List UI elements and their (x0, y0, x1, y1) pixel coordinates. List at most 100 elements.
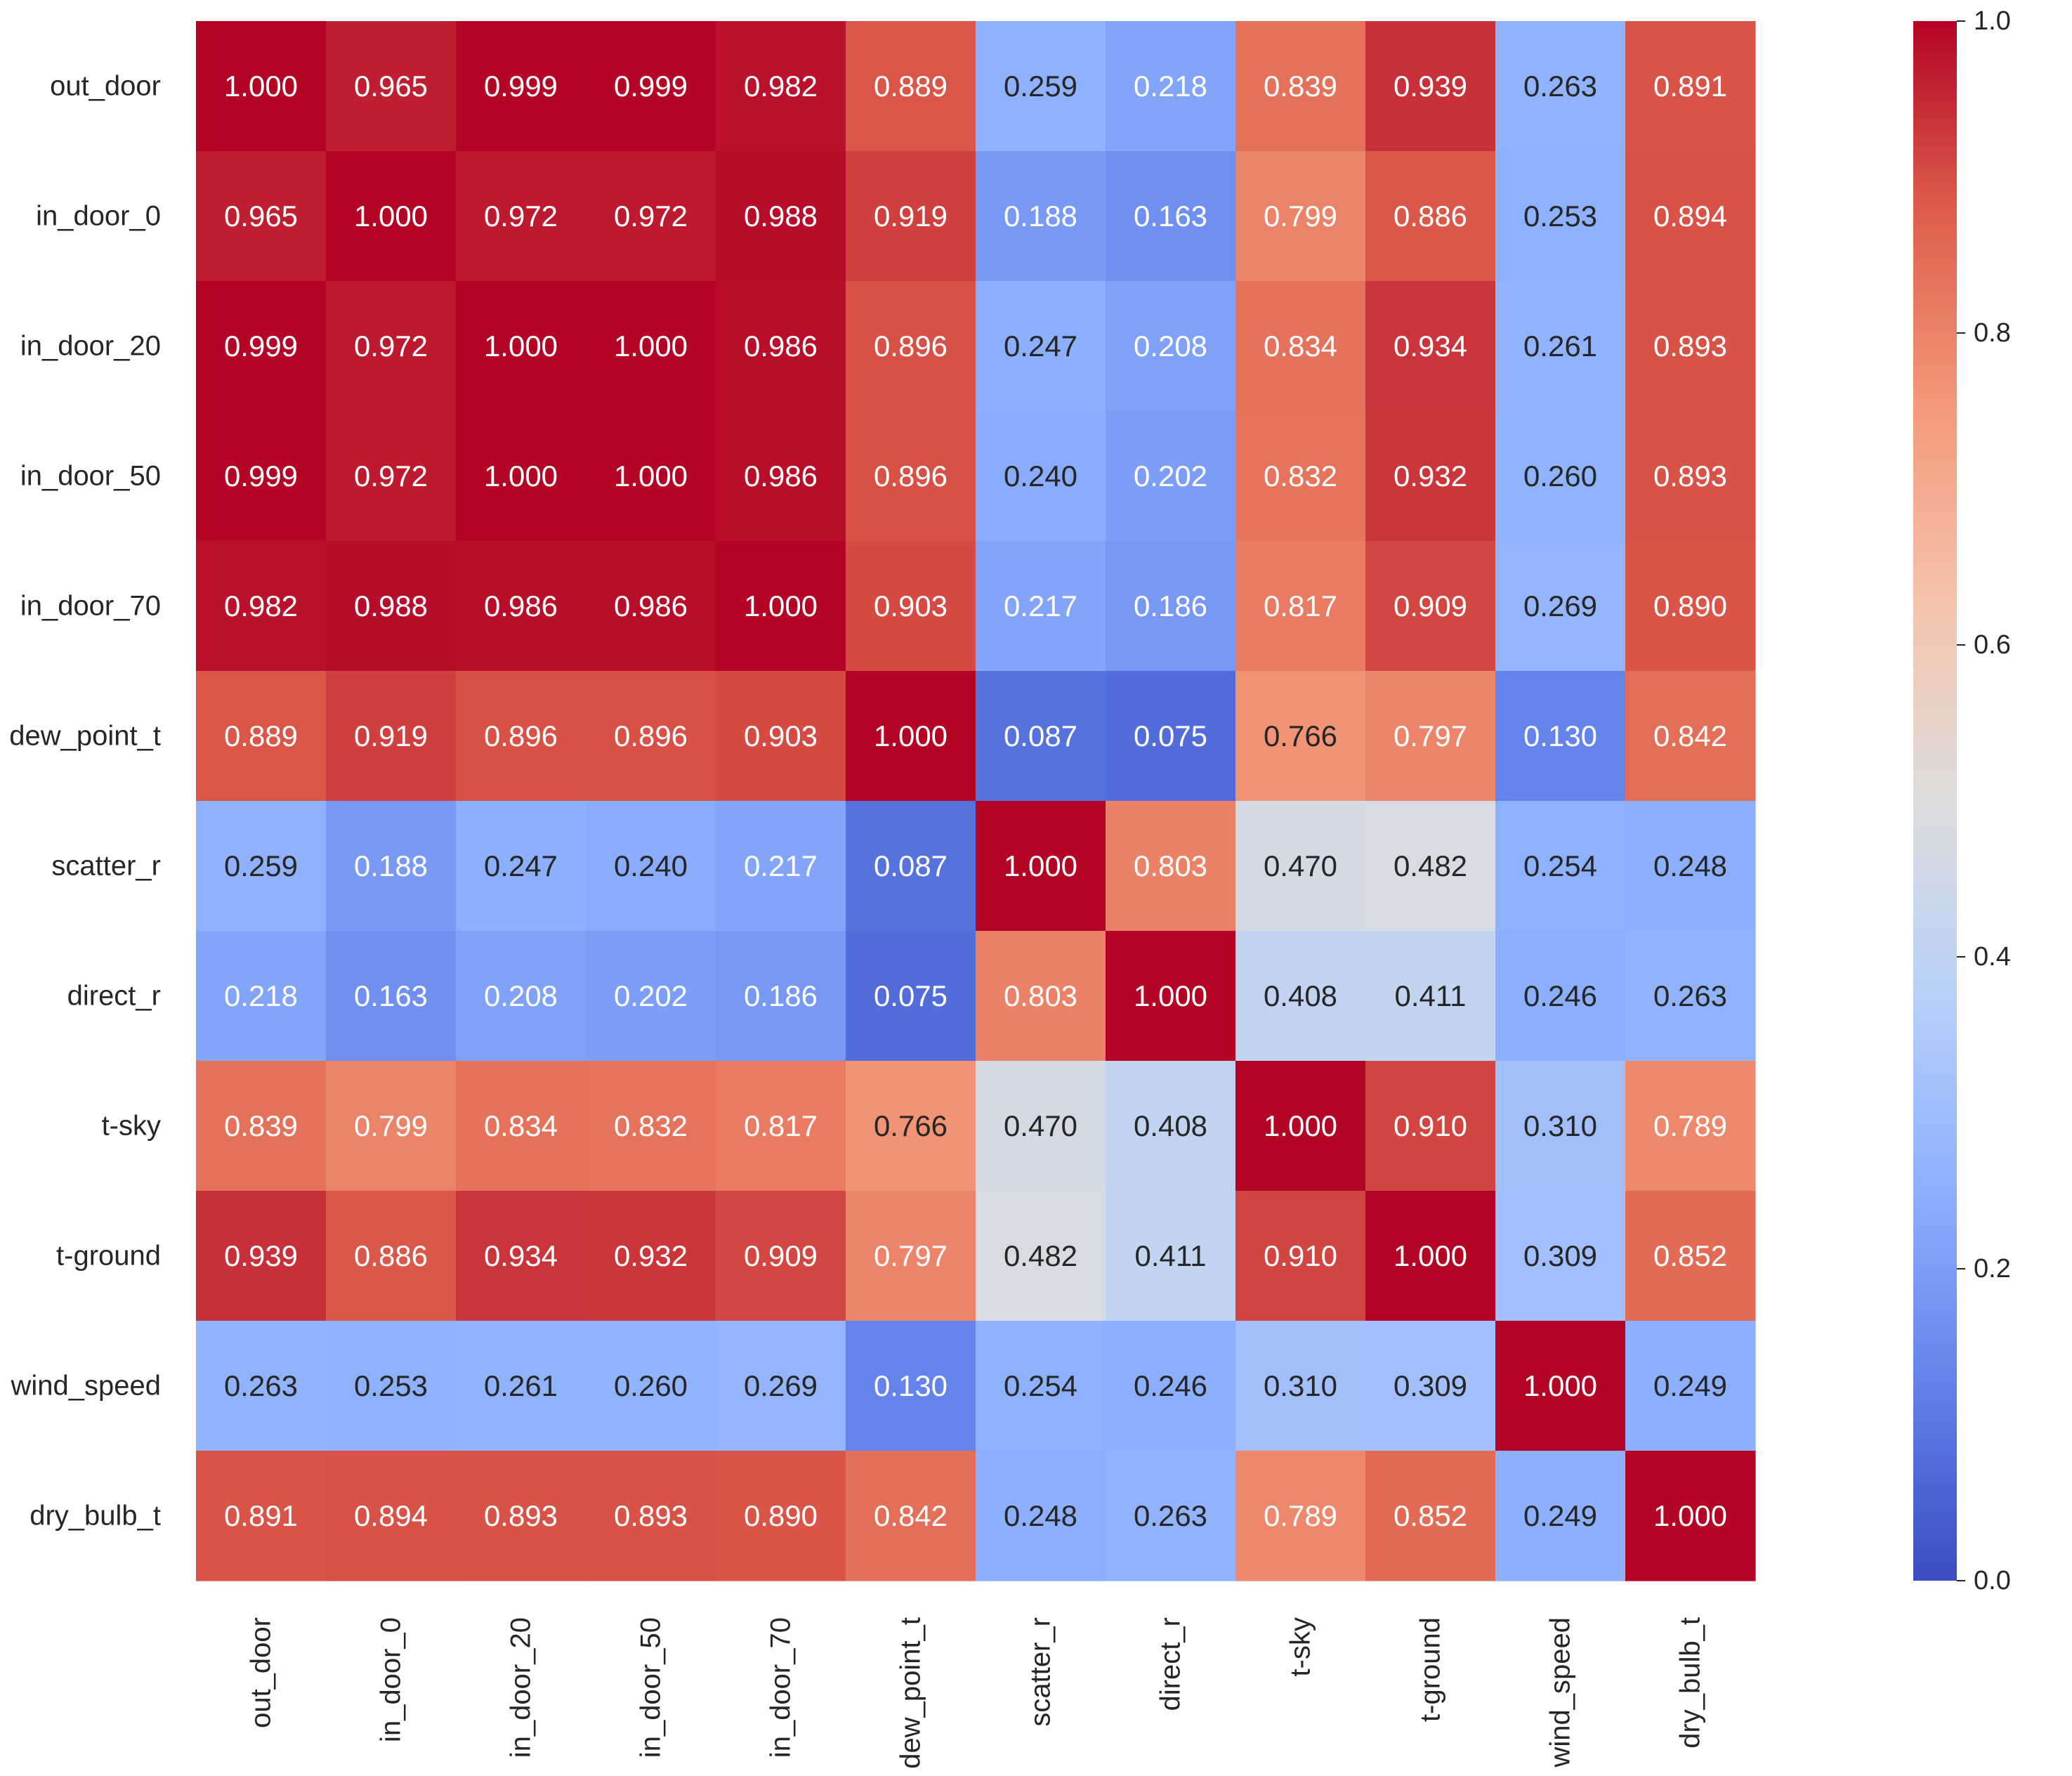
heatmap-cell-dew-point-t-direct-r (1106, 671, 1236, 802)
cell-value-label: 1.000 (1264, 1109, 1337, 1142)
heatmap-cell-out-door-scatter-r (976, 21, 1106, 152)
heatmap-cell-scatter-r-in-door-0 (326, 801, 457, 932)
heatmap-cell-in-door-50-out-door (196, 411, 327, 542)
heatmap-cell-t-sky-dew-point-t (846, 1061, 976, 1191)
heatmap-cell-wind-speed-t-sky (1235, 1321, 1366, 1451)
cell-value-label: 0.470 (1004, 1109, 1077, 1142)
cell-value-label: 0.087 (874, 849, 948, 882)
x-axis-tick-labels: out_door in_door_0 in_door_20 in_door_50 in_… (246, 1617, 1706, 1769)
heatmap-cell-dew-point-t-in-door-50 (586, 671, 716, 802)
heatmap-cell-scatter-r-out-door (196, 801, 327, 932)
cell-value-label: 1.000 (484, 459, 558, 492)
cell-value-label: 0.246 (1523, 979, 1597, 1012)
heatmap-cell-dry-bulb-t-in-door-0 (326, 1451, 457, 1581)
heatmap-cell-t-ground-wind-speed (1495, 1191, 1626, 1321)
cell-value-label: 0.259 (1004, 70, 1077, 103)
heatmap-cell-t-sky-t-ground (1365, 1061, 1496, 1191)
heatmap-cell-in-door-0-dew-point-t (846, 151, 976, 282)
cell-value-label: 0.075 (1134, 719, 1207, 752)
heatmap-cell-t-ground-dry-bulb-t (1625, 1191, 1756, 1321)
heatmap-cell-direct-r-t-ground (1365, 931, 1496, 1062)
colorbar-ticks: 0.0 0.2 0.4 0.6 0.8 1.0 (1957, 6, 2011, 1595)
heatmap-cell-wind-speed-out-door (196, 1321, 327, 1451)
heatmap-cell-wind-speed-scatter-r (976, 1321, 1106, 1451)
cell-value-label: 0.263 (1653, 979, 1727, 1012)
cell-value-label: 0.261 (484, 1369, 558, 1402)
heatmap-cell-dry-bulb-t-in-door-70 (716, 1451, 846, 1581)
cell-value-label: 0.982 (744, 70, 818, 103)
heatmap-cell-direct-r-scatter-r (976, 931, 1106, 1062)
heatmap-cell-in-door-70-t-ground (1365, 541, 1496, 672)
x-tick-label: direct_r (1155, 1617, 1186, 1711)
cell-value-label: 0.797 (1394, 719, 1467, 752)
heatmap-cell-in-door-20-wind-speed (1495, 281, 1626, 412)
cell-value-label: 0.799 (354, 1109, 428, 1142)
heatmap-cell-in-door-70-in-door-50 (586, 541, 716, 672)
heatmap-cell-out-door-dew-point-t (846, 21, 976, 152)
cell-value-label: 0.986 (744, 459, 818, 492)
cell-value-label: 0.817 (744, 1109, 818, 1142)
cell-value-label: 0.919 (354, 719, 428, 752)
heatmap-cell-dew-point-t-in-door-20 (456, 671, 586, 802)
heatmap-cell-dry-bulb-t-scatter-r (976, 1451, 1106, 1581)
cell-value-label: 1.000 (224, 70, 298, 103)
cell-value-label: 0.799 (1264, 200, 1337, 233)
heatmap-cell-labels: 1.000 0.965 0.999 0.999 0.982 0.889 0.259 0.218… (224, 70, 1727, 1532)
cell-value-label: 0.248 (1004, 1499, 1077, 1532)
cell-value-label: 1.000 (354, 200, 428, 233)
heatmap-cell-out-door-in-door-20 (456, 21, 586, 152)
cell-value-label: 0.263 (224, 1369, 298, 1402)
heatmap-cell-t-ground-in-door-0 (326, 1191, 457, 1321)
heatmap-cell-in-door-70-direct-r (1106, 541, 1236, 672)
heatmap-cell-scatter-r-wind-speed (1495, 801, 1626, 932)
cell-value-label: 0.832 (614, 1109, 688, 1142)
cell-value-label: 0.309 (1523, 1239, 1597, 1272)
heatmap-cell-scatter-r-t-ground (1365, 801, 1496, 932)
cell-value-label: 0.470 (1264, 849, 1337, 882)
heatmap-cell-wind-speed-in-door-0 (326, 1321, 457, 1451)
cell-value-label: 0.894 (1653, 200, 1727, 233)
heatmap-cell-in-door-0-t-sky (1235, 151, 1366, 282)
x-tick-label: in_door_50 (636, 1617, 667, 1758)
cell-value-label: 0.999 (224, 459, 298, 492)
x-tick-label: t-sky (1285, 1617, 1316, 1676)
heatmap-cell-in-door-0-in-door-0 (326, 151, 457, 282)
heatmap-cell-scatter-r-t-sky (1235, 801, 1366, 932)
cell-value-label: 0.263 (1134, 1499, 1207, 1532)
heatmap-cell-t-ground-in-door-70 (716, 1191, 846, 1321)
cell-value-label: 0.972 (354, 459, 428, 492)
heatmap-cell-out-door-in-door-0 (326, 21, 457, 152)
heatmap-cell-in-door-50-dry-bulb-t (1625, 411, 1756, 542)
x-tick-label: out_door (246, 1617, 277, 1728)
cell-value-label: 0.249 (1523, 1499, 1597, 1532)
cell-value-label: 0.909 (744, 1239, 818, 1272)
heatmap-cell-dew-point-t-scatter-r (976, 671, 1106, 802)
heatmap-cell-out-door-t-sky (1235, 21, 1366, 152)
heatmap-cell-wind-speed-in-door-70 (716, 1321, 846, 1451)
cell-value-label: 0.803 (1004, 979, 1077, 1012)
cell-value-label: 0.934 (484, 1239, 558, 1272)
heatmap-cell-in-door-20-direct-r (1106, 281, 1236, 412)
heatmap-cell-t-sky-in-door-50 (586, 1061, 716, 1191)
cell-value-label: 0.932 (614, 1239, 688, 1272)
heatmap-cell-direct-r-in-door-70 (716, 931, 846, 1062)
y-tick-label: in_door_0 (36, 201, 161, 232)
heatmap-cell-in-door-70-in-door-70 (716, 541, 846, 672)
cell-value-label: 0.832 (1264, 459, 1337, 492)
heatmap-cell-t-sky-wind-speed (1495, 1061, 1626, 1191)
cell-value-label: 0.890 (1653, 589, 1727, 622)
heatmap-cell-t-ground-dew-point-t (846, 1191, 976, 1321)
heatmap-cell-in-door-50-t-ground (1365, 411, 1496, 542)
cell-value-label: 0.986 (614, 589, 688, 622)
heatmap-cell-dry-bulb-t-out-door (196, 1451, 327, 1581)
heatmap-cell-dew-point-t-dry-bulb-t (1625, 671, 1756, 802)
cell-value-label: 1.000 (744, 589, 818, 622)
cell-value-label: 0.893 (614, 1499, 688, 1532)
cell-value-label: 0.893 (1653, 459, 1727, 492)
cell-value-label: 0.260 (614, 1369, 688, 1402)
cell-value-label: 0.972 (354, 329, 428, 363)
cell-value-label: 0.896 (614, 719, 688, 752)
cell-value-label: 0.269 (744, 1369, 818, 1402)
heatmap-cell-in-door-50-in-door-50 (586, 411, 716, 542)
